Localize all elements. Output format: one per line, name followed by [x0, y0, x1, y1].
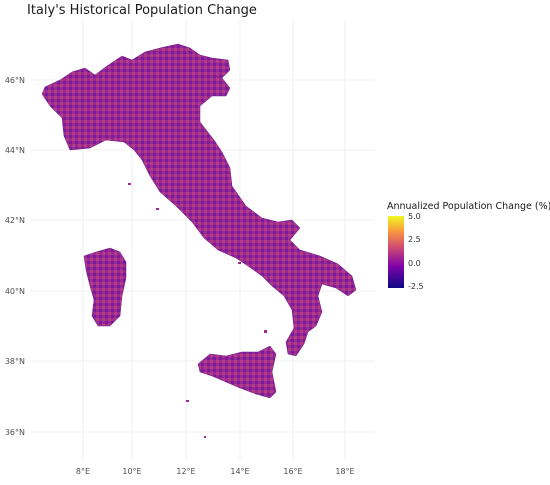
lat-label-44: 44°N [5, 146, 25, 155]
lat-label-40: 40°N [5, 287, 25, 296]
lat-label-36: 36°N [5, 428, 25, 437]
legend-label-5: 5.0 [408, 212, 421, 221]
lon-label-12: 12°E [176, 467, 195, 476]
lon-label-10: 10°E [122, 467, 141, 476]
legend-label-neg-2-5: -2.5 [408, 282, 424, 291]
lat-label-42: 42°N [5, 216, 25, 225]
lat-label-38: 38°N [5, 357, 25, 366]
lon-label-8: 8°E [76, 467, 90, 476]
legend-label-2-5: 2.5 [408, 235, 421, 244]
legend-label-0: 0.0 [408, 259, 421, 268]
lon-label-14: 14°E [230, 467, 249, 476]
small-islands [128, 183, 267, 438]
longitude-tick-labels: 8°E 10°E 12°E 14°E 16°E 18°E [76, 467, 355, 476]
lon-label-18: 18°E [335, 467, 354, 476]
sardinia-island [83, 247, 127, 327]
latitude-tick-labels: 46°N 44°N 42°N 40°N 38°N 36°N [5, 76, 25, 437]
lon-label-16: 16°E [283, 467, 302, 476]
legend-title: Annualized Population Change (%) [387, 201, 550, 212]
lat-label-46: 46°N [5, 76, 25, 85]
italy-mainland [41, 43, 357, 357]
sicily-island [197, 345, 277, 399]
legend-color-bar [388, 216, 404, 288]
map-title: Italy's Historical Population Change [27, 3, 257, 18]
